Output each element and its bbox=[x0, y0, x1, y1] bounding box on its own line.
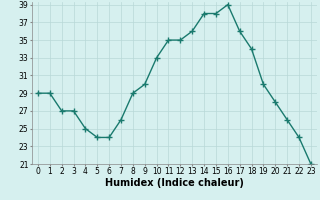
X-axis label: Humidex (Indice chaleur): Humidex (Indice chaleur) bbox=[105, 178, 244, 188]
